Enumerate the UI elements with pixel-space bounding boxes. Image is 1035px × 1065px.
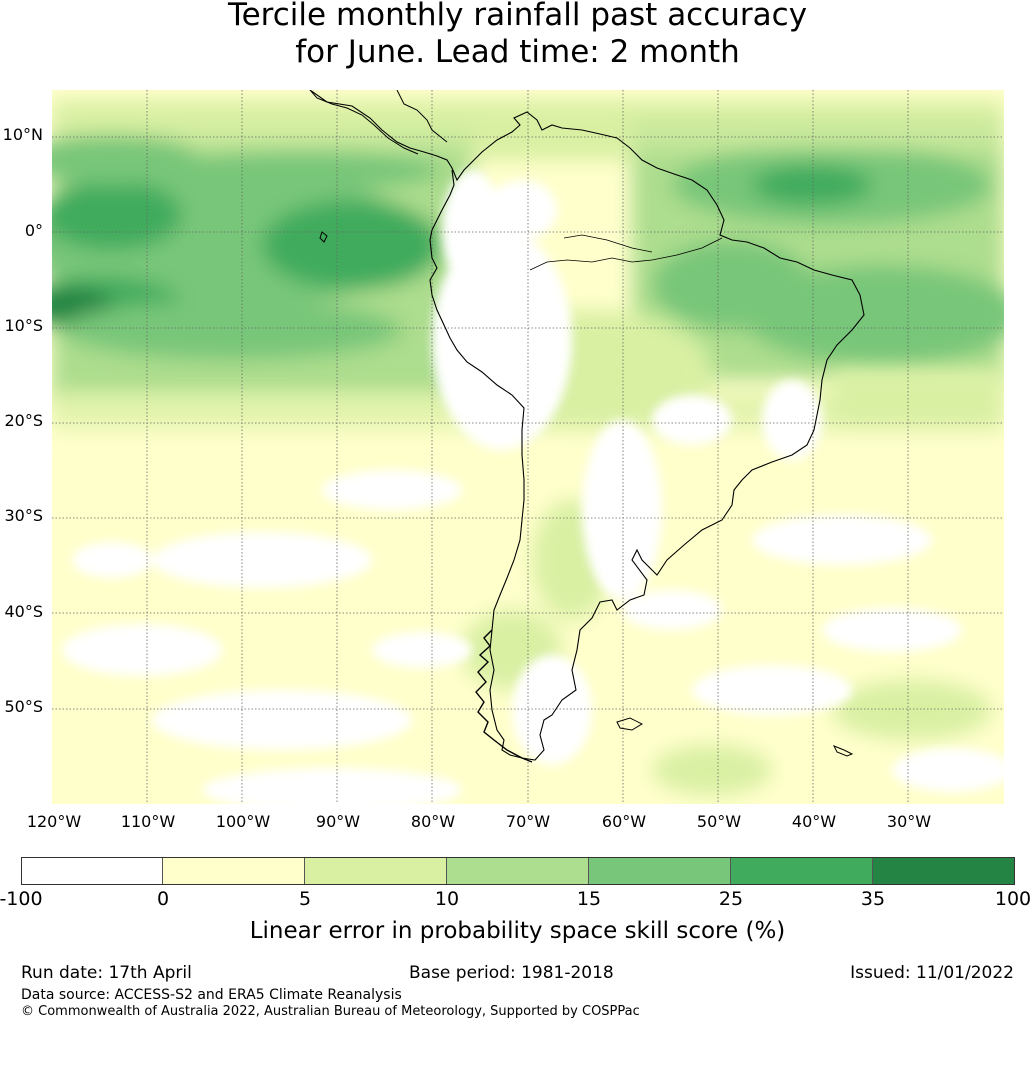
south-america-coastline [309,90,865,761]
colorbar-tick: 25 [718,888,744,910]
skill-score-map [52,90,1004,804]
falkland-islands [616,717,644,731]
colorbar-tick: 100 [994,888,1032,910]
central-america-coastline [309,90,448,155]
colorbar-segment-10-15 [447,857,589,885]
run-date: Run date: 17th April [21,963,192,983]
chart-title-line-1: Tercile monthly rainfall past accuracy [227,0,808,33]
colorbar-segment-5-10 [305,857,447,885]
lat-label-10s: 10°S [4,316,43,335]
lat-label-20s: 20°S [4,411,43,430]
orinoco-river [563,234,653,253]
lat-label-0: 0° [24,221,43,240]
skill-field-tropical-band [52,100,1004,400]
lon-label-100w: 100°W [215,812,271,831]
lat-label-50s: 50°S [4,697,43,716]
lat-label-30s: 30°S [4,506,43,525]
chilean-archipelago [475,629,533,763]
lon-label-70w: 70°W [505,812,551,831]
map-gridlines [52,90,1004,804]
south-georgia-island [832,745,854,757]
copyright: © Commonwealth of Australia 2022, Austra… [21,1004,640,1019]
colorbar [21,857,1015,885]
lat-label-40s: 40°S [4,602,43,621]
lon-label-110w: 110°W [120,812,176,831]
lon-label-40w: 40°W [791,812,837,831]
colorbar-tick: 0 [156,888,170,910]
colorbar-segment-25-35 [731,857,873,885]
lon-label-90w: 90°W [315,812,361,831]
lon-label-120w: 120°W [26,812,82,831]
lat-label-10n: 10°N [2,125,43,144]
amazon-river [529,237,723,271]
galapagos-islands [319,231,328,243]
issued-date: Issued: 11/01/2022 [850,963,1014,983]
lon-label-30w: 30°W [886,812,932,831]
colorbar-segment-15-25 [589,857,731,885]
lon-label-60w: 60°W [601,812,647,831]
colorbar-segment-35-100 [873,857,1015,885]
skill-field-negative-patches [62,170,1004,804]
colorbar-tick: 15 [576,888,602,910]
colorbar-label: Linear error in probability space skill … [249,918,786,944]
colorbar-segment-0-5 [163,857,305,885]
lon-label-50w: 50°W [696,812,742,831]
lon-label-80w: 80°W [410,812,456,831]
colorbar-tick: 35 [860,888,886,910]
map-svg [52,90,1004,804]
chart-title-line-2: for June. Lead time: 2 month [295,34,740,70]
base-period: Base period: 1981-2018 [409,963,614,983]
colorbar-tick: 5 [298,888,312,910]
data-source: Data source: ACCESS-S2 and ERA5 Climate … [21,987,402,1003]
colorbar-frame [21,857,1015,885]
colorbar-tick: 10 [434,888,460,910]
colorbar-tick: -100 [0,888,43,910]
colorbar-segment-neg100-0 [21,857,163,885]
